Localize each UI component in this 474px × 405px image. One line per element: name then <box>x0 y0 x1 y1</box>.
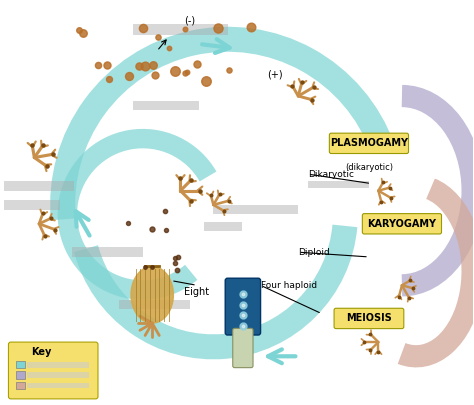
Bar <box>119 300 190 309</box>
Text: (+): (+) <box>267 70 283 80</box>
FancyBboxPatch shape <box>225 278 261 335</box>
Text: (-): (-) <box>184 15 195 26</box>
Text: Key: Key <box>31 347 52 356</box>
Text: Dikaryotic: Dikaryotic <box>308 170 354 179</box>
Text: MEIOSIS: MEIOSIS <box>346 313 392 324</box>
Polygon shape <box>131 266 173 323</box>
Bar <box>16 371 25 379</box>
FancyBboxPatch shape <box>362 213 441 234</box>
FancyBboxPatch shape <box>9 342 98 399</box>
Text: Diploid: Diploid <box>298 248 330 257</box>
Bar <box>133 101 199 110</box>
Bar <box>4 181 74 191</box>
Bar <box>27 362 89 368</box>
Bar <box>4 200 60 210</box>
Bar <box>27 372 89 378</box>
Text: Eight: Eight <box>184 288 210 297</box>
Bar <box>204 222 242 231</box>
Text: PLASMOGAMY: PLASMOGAMY <box>330 139 408 148</box>
Bar <box>133 24 228 34</box>
Bar <box>72 247 143 257</box>
FancyBboxPatch shape <box>334 308 404 328</box>
Bar <box>16 382 25 389</box>
Bar <box>213 205 298 214</box>
Text: KARYOGAMY: KARYOGAMY <box>367 219 437 229</box>
Bar <box>308 181 369 188</box>
Bar <box>27 383 89 388</box>
FancyBboxPatch shape <box>329 133 409 153</box>
FancyBboxPatch shape <box>233 328 253 368</box>
Text: Four haploid: Four haploid <box>261 281 317 290</box>
Bar <box>16 361 25 368</box>
Text: (dikaryotic): (dikaryotic) <box>345 162 393 171</box>
